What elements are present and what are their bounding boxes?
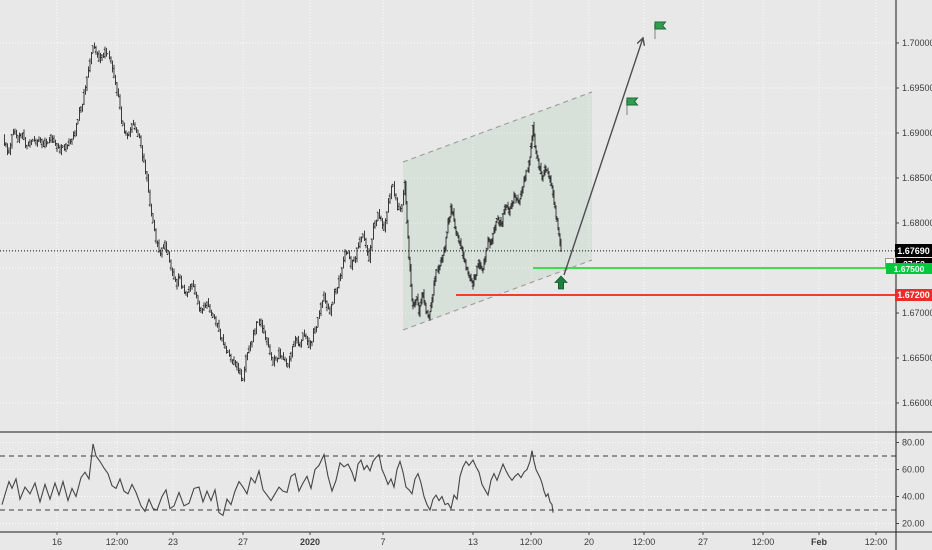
time-axis[interactable]: 16 12:00 23 27 2020 7 13 12:00 20 12:00 27 12:00 Feb… xyxy=(52,532,887,547)
rsi-tick-label: 20.00 xyxy=(902,519,925,529)
time-tick-label: Feb xyxy=(811,537,828,547)
rsi-line xyxy=(1,443,554,517)
time-tick-label: 12:00 xyxy=(633,537,656,547)
price-tick-label: 1.66500 xyxy=(902,353,932,363)
price-tick-label: 1.67000 xyxy=(902,308,932,318)
flag-icon-2[interactable] xyxy=(626,97,639,115)
price-tick-label: 1.68500 xyxy=(902,173,932,183)
time-tick-label: 2020 xyxy=(300,537,320,547)
time-tick-label: 12:00 xyxy=(752,537,775,547)
time-tick-label: 16 xyxy=(52,537,62,547)
time-tick-label: 27 xyxy=(238,537,248,547)
price-tick-label: 1.68000 xyxy=(902,218,932,228)
price-tick-label: 1.70000 xyxy=(902,38,932,48)
time-tick-label: 27 xyxy=(698,537,708,547)
price-tick-label: 1.66000 xyxy=(902,398,932,408)
rsi-panel xyxy=(0,443,896,517)
rsi-tick-label: 60.00 xyxy=(902,465,925,475)
flag-icon-1[interactable] xyxy=(654,21,667,40)
time-tick-label: 12:00 xyxy=(106,537,129,547)
time-tick-label: 23 xyxy=(168,537,178,547)
stop-line-price-badge[interactable]: 1.67200 xyxy=(895,289,932,301)
time-tick-label: 13 xyxy=(468,537,478,547)
time-tick-label: 12:00 xyxy=(520,537,543,547)
price-bars-series xyxy=(4,42,562,382)
trend-arrow-drawing[interactable] xyxy=(563,36,646,276)
entry-line-price-badge[interactable]: 1.67500 xyxy=(886,263,932,274)
time-tick-label: 7 xyxy=(380,537,385,547)
time-tick-label: 20 xyxy=(584,537,594,547)
time-tick-label: 12:00 xyxy=(865,537,888,547)
buy-arrow-up-marker[interactable] xyxy=(554,275,568,290)
rsi-tick-label: 40.00 xyxy=(902,492,925,502)
price-tick-label: 1.69500 xyxy=(902,83,932,93)
price-tick-label: 1.69000 xyxy=(902,128,932,138)
last-price-badge: 1.67690 xyxy=(895,244,932,258)
price-axis[interactable]: 1.70000 1.69500 1.69000 1.68500 1.68000 1.670… xyxy=(896,38,932,529)
rsi-tick-label: 80.00 xyxy=(902,438,925,448)
